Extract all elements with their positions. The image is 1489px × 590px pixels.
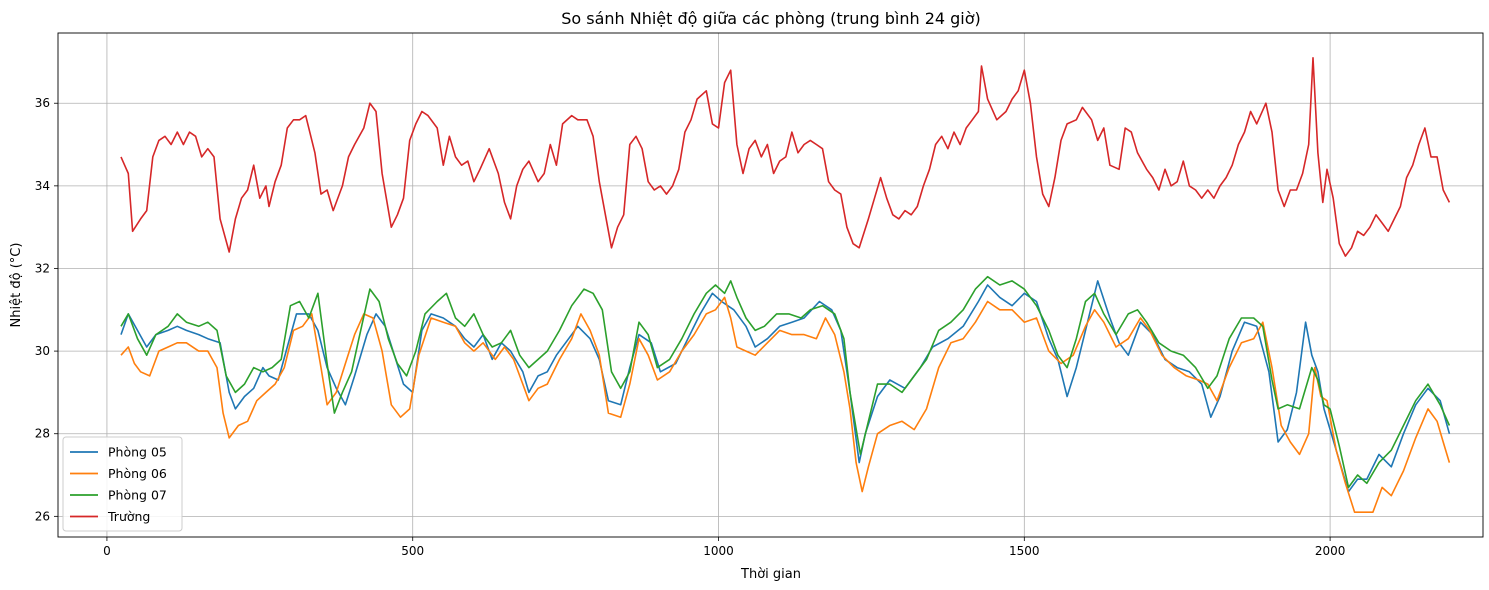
legend-label: Phòng 06 — [108, 466, 167, 481]
plot-area-frame — [57, 32, 1484, 538]
series-lines — [120, 57, 1451, 513]
legend-label: Phòng 05 — [108, 445, 167, 460]
x-axis-ticks: 0 500 1000 1500 2000 — [103, 537, 1345, 558]
x-axis-label: Thời gian — [740, 567, 801, 582]
y-tick-label: 34 — [35, 179, 50, 193]
chart-title: So sánh Nhiệt độ giữa các phòng (trung b… — [561, 9, 981, 28]
y-tick-label: 36 — [35, 96, 50, 110]
series-line-phong-06 — [120, 296, 1451, 513]
x-tick-label: 1000 — [703, 544, 734, 558]
legend-label: Trường — [107, 509, 150, 524]
series-line-truong — [120, 57, 1451, 257]
grid-lines — [58, 33, 1483, 537]
y-tick-label: 28 — [35, 427, 50, 441]
legend-label: Phòng 07 — [108, 488, 167, 503]
x-tick-label: 0 — [103, 544, 111, 558]
y-axis-label: Nhiệt độ (°C) — [9, 243, 24, 328]
y-axis-ticks: 26 28 30 32 34 36 — [35, 96, 58, 523]
y-tick-label: 26 — [35, 509, 50, 523]
series-line-phong-05 — [120, 280, 1451, 493]
legend: Phòng 05 Phòng 06 Phòng 07 Trường — [62, 436, 183, 532]
y-tick-label: 32 — [35, 261, 50, 275]
y-tick-label: 30 — [35, 344, 50, 358]
x-tick-label: 2000 — [1315, 544, 1346, 558]
series-line-phong-07 — [120, 275, 1451, 489]
x-tick-label: 1500 — [1009, 544, 1040, 558]
legend-box — [62, 436, 183, 532]
x-tick-label: 500 — [401, 544, 424, 558]
